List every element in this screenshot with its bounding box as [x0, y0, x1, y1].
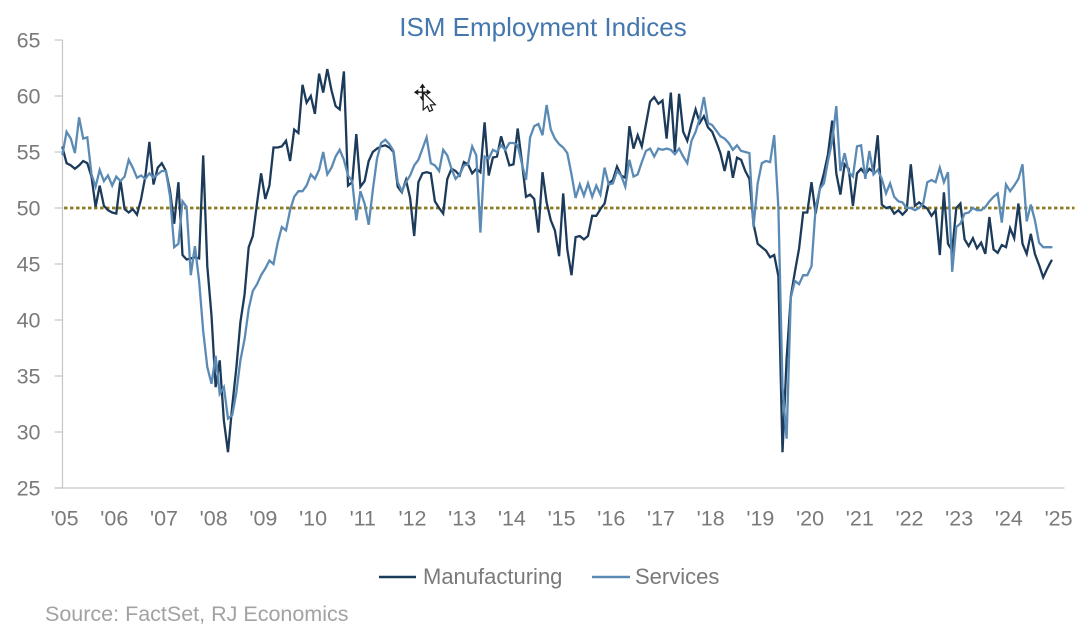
svg-text:'18: '18	[697, 507, 725, 531]
svg-text:'08: '08	[200, 507, 228, 531]
svg-text:55: 55	[17, 141, 41, 165]
svg-text:'06: '06	[100, 507, 128, 531]
svg-text:'10: '10	[299, 507, 327, 531]
svg-text:'23: '23	[945, 507, 973, 531]
svg-text:'05: '05	[51, 507, 79, 531]
svg-text:'09: '09	[249, 507, 277, 531]
svg-text:'14: '14	[498, 507, 526, 531]
svg-text:65: 65	[17, 29, 41, 53]
svg-text:40: 40	[17, 309, 41, 333]
svg-text:'21: '21	[846, 507, 874, 531]
svg-text:'22: '22	[895, 507, 923, 531]
svg-text:'17: '17	[647, 507, 675, 531]
svg-text:'12: '12	[398, 507, 426, 531]
svg-text:ISM Employment Indices: ISM Employment Indices	[399, 12, 687, 42]
svg-text:'11: '11	[350, 507, 376, 531]
svg-text:'16: '16	[597, 507, 625, 531]
svg-text:'15: '15	[548, 507, 576, 531]
svg-text:50: 50	[17, 197, 41, 221]
svg-text:'24: '24	[995, 507, 1023, 531]
svg-text:45: 45	[17, 253, 41, 277]
svg-text:'07: '07	[150, 507, 178, 531]
svg-text:'13: '13	[448, 507, 476, 531]
svg-text:'25: '25	[1045, 507, 1073, 531]
svg-text:25: 25	[17, 477, 41, 501]
svg-text:Source: FactSet, RJ Economics: Source: FactSet, RJ Economics	[45, 602, 349, 626]
svg-text:'20: '20	[796, 507, 824, 531]
svg-text:'19: '19	[746, 507, 774, 531]
svg-text:35: 35	[17, 365, 41, 389]
svg-text:Services: Services	[635, 564, 719, 589]
svg-text:60: 60	[17, 85, 41, 109]
svg-text:30: 30	[17, 421, 41, 445]
svg-text:Manufacturing: Manufacturing	[423, 564, 562, 589]
